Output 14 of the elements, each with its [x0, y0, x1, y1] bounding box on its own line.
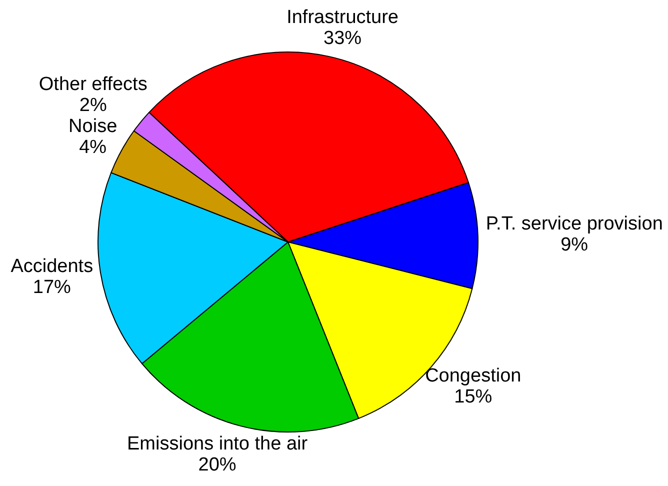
- slice-label: Noise: [68, 116, 118, 138]
- slice-label: Other effects: [38, 74, 148, 96]
- slice-label: Congestion: [425, 365, 522, 386]
- data-label: 15%: [454, 386, 492, 408]
- data-label: 4%: [79, 137, 107, 158]
- slice-label: Infrastructure: [286, 7, 399, 28]
- slice-label: P.T. service provision: [486, 213, 663, 234]
- slice-label: Accidents: [10, 256, 94, 278]
- data-label: 9%: [560, 234, 588, 256]
- data-label: 20%: [198, 454, 236, 476]
- data-label: 33%: [324, 28, 362, 50]
- data-label: 17%: [32, 277, 72, 298]
- data-label: 2%: [79, 95, 107, 116]
- slice-label: Emissions into the air: [126, 433, 308, 454]
